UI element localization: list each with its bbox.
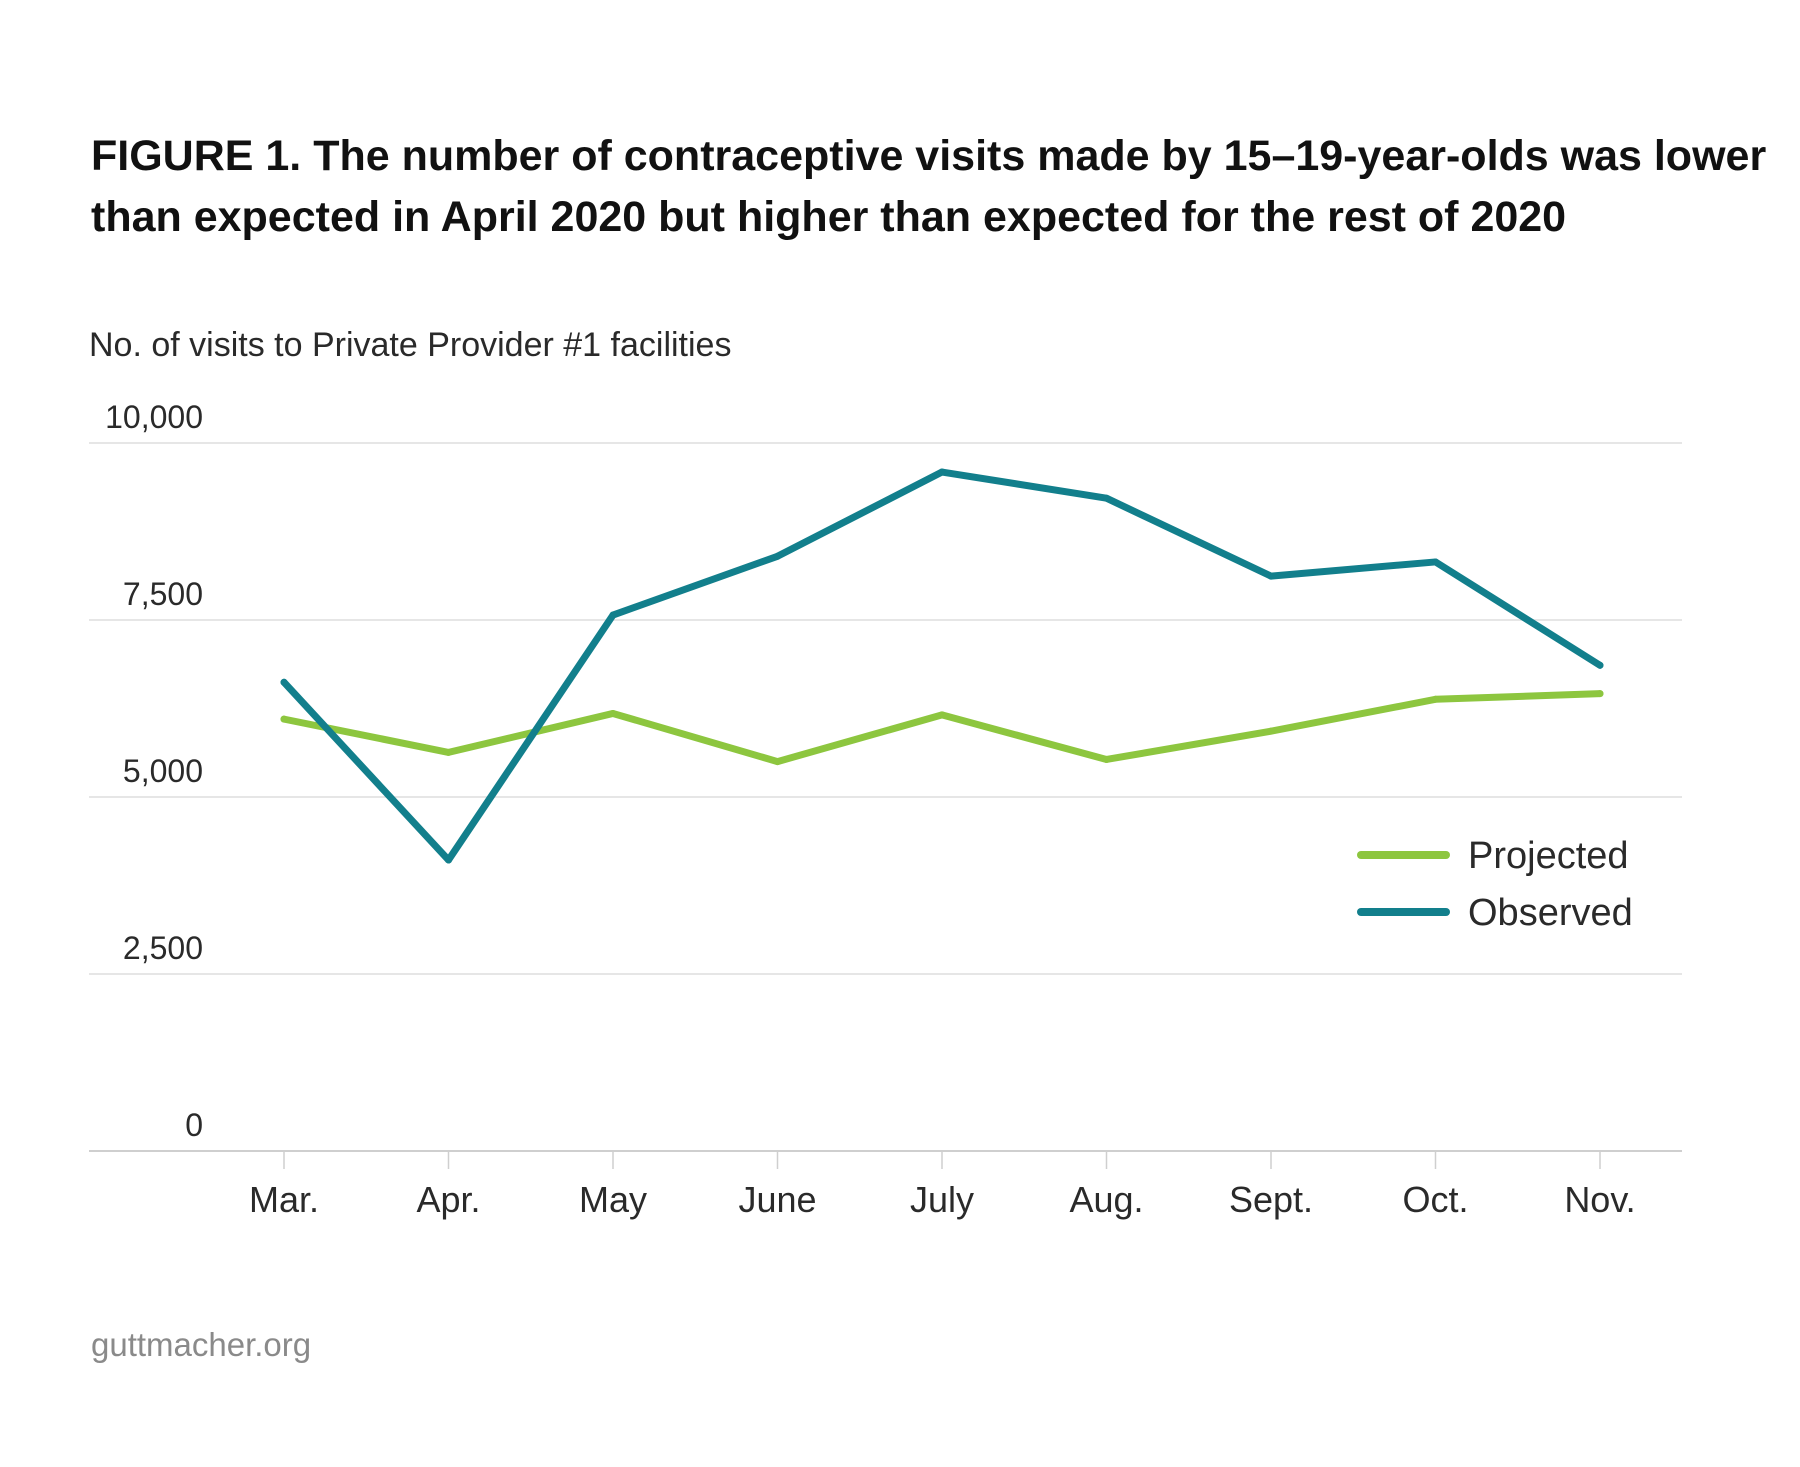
data-point-observed xyxy=(1432,558,1439,566)
x-tick-label: July xyxy=(910,1179,974,1220)
x-tick-label: Aug. xyxy=(1069,1179,1143,1220)
y-tick-label: 10,000 xyxy=(105,399,203,435)
data-point-observed xyxy=(774,552,781,560)
data-point-projected xyxy=(1432,695,1439,703)
series-lines xyxy=(280,468,1604,864)
data-point-observed xyxy=(1596,661,1604,669)
chart-title: FIGURE 1. The number of contraceptive vi… xyxy=(91,132,1767,241)
data-point-projected xyxy=(938,711,946,719)
data-point-projected xyxy=(609,709,617,717)
x-tick-label: Sept. xyxy=(1229,1179,1313,1220)
series-line-projected xyxy=(280,690,1604,766)
data-point-observed xyxy=(445,856,452,864)
data-point-observed xyxy=(1267,572,1275,580)
x-tick-label: June xyxy=(738,1179,816,1220)
y-tick-label: 2,500 xyxy=(123,930,203,966)
data-point-projected xyxy=(1267,727,1275,735)
data-point-projected xyxy=(445,748,452,756)
data-point-projected xyxy=(280,715,288,723)
y-axis-title: No. of visits to Private Provider #1 fac… xyxy=(89,326,732,364)
x-tick-label: Oct. xyxy=(1402,1179,1468,1220)
series-line-observed xyxy=(280,468,1604,864)
data-point-observed xyxy=(609,611,617,619)
legend-label-projected: Projected xyxy=(1468,835,1629,877)
source-credit: guttmacher.org xyxy=(91,1326,312,1363)
x-tick-label: Nov. xyxy=(1564,1179,1635,1220)
data-point-observed xyxy=(280,678,288,686)
data-point-projected xyxy=(1103,755,1110,763)
gridlines xyxy=(89,442,1682,1152)
x-tick-label: Apr. xyxy=(416,1179,480,1220)
y-tick-label: 7,500 xyxy=(123,576,203,612)
data-point-projected xyxy=(1596,690,1604,698)
data-point-observed xyxy=(938,468,946,476)
x-axis-ticks: Mar. Apr. May June July Aug. Sept. Oct. Nov. xyxy=(249,1151,1636,1220)
x-tick-label: Mar. xyxy=(249,1179,319,1220)
legend-label-observed: Observed xyxy=(1468,892,1633,934)
data-point-observed xyxy=(1103,494,1110,502)
x-tick-label: May xyxy=(579,1179,647,1220)
y-tick-label: 5,000 xyxy=(123,753,203,789)
y-tick-label: 0 xyxy=(185,1107,203,1143)
y-axis-ticks: 0 2,500 5,000 7,500 10,000 xyxy=(105,399,203,1143)
data-point-projected xyxy=(774,758,781,766)
legend: Projected Observed xyxy=(1357,835,1633,934)
